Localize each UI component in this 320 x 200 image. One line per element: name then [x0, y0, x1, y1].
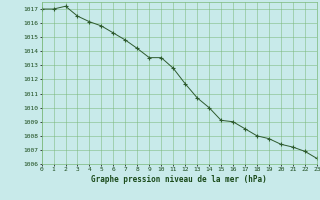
X-axis label: Graphe pression niveau de la mer (hPa): Graphe pression niveau de la mer (hPa) [91, 175, 267, 184]
